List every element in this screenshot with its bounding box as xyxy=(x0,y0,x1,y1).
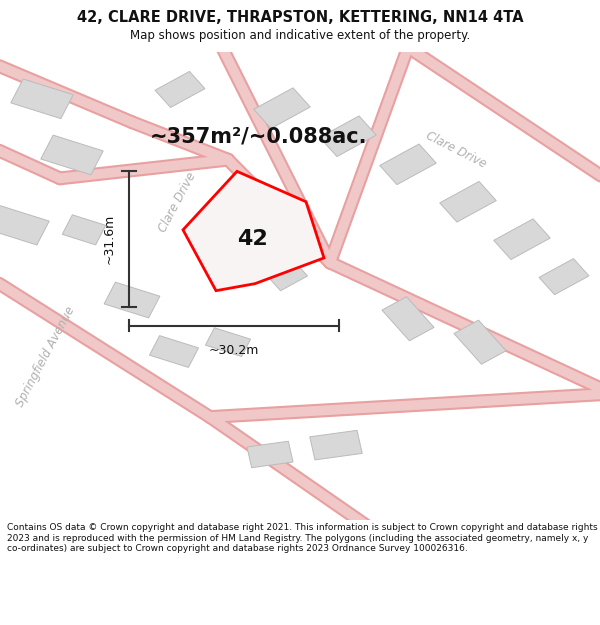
Bar xyxy=(0,206,49,245)
Bar xyxy=(104,282,160,318)
Bar xyxy=(310,431,362,460)
Text: Springfield Avenue: Springfield Avenue xyxy=(13,304,77,409)
Bar xyxy=(320,116,376,156)
Bar xyxy=(539,259,589,294)
Text: Clare Drive: Clare Drive xyxy=(156,169,198,234)
Bar xyxy=(380,144,436,184)
Bar xyxy=(254,88,310,129)
Text: 42: 42 xyxy=(236,229,268,249)
Bar xyxy=(149,336,199,367)
Text: Contains OS data © Crown copyright and database right 2021. This information is : Contains OS data © Crown copyright and d… xyxy=(7,523,598,553)
Text: 42, CLARE DRIVE, THRAPSTON, KETTERING, NN14 4TA: 42, CLARE DRIVE, THRAPSTON, KETTERING, N… xyxy=(77,11,523,26)
Text: ~31.6m: ~31.6m xyxy=(103,214,116,264)
Polygon shape xyxy=(183,171,324,291)
Text: Clare Drive: Clare Drive xyxy=(424,129,488,171)
Bar xyxy=(11,79,73,119)
Bar xyxy=(454,320,506,364)
Bar xyxy=(268,262,308,291)
Bar xyxy=(494,219,550,259)
Bar xyxy=(247,441,293,468)
Bar xyxy=(41,135,103,175)
Text: ~357m²/~0.088ac.: ~357m²/~0.088ac. xyxy=(149,126,367,146)
Bar xyxy=(440,181,496,222)
Bar xyxy=(62,215,106,245)
Text: Map shows position and indicative extent of the property.: Map shows position and indicative extent… xyxy=(130,29,470,42)
Bar xyxy=(155,71,205,107)
Bar xyxy=(205,328,251,356)
Bar xyxy=(382,297,434,341)
Text: ~30.2m: ~30.2m xyxy=(209,344,259,357)
